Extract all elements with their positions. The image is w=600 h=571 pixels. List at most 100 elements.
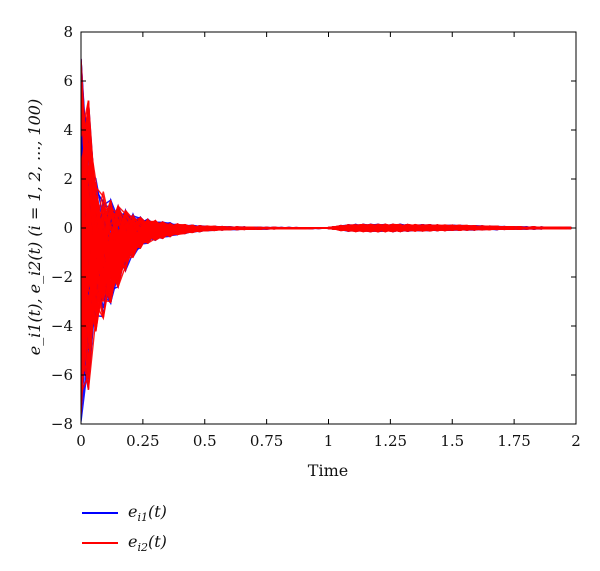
error-trajectories-chart: 0 0.25 0.5 0.75 1 1.25 1.5 1.75 2 −8 −6 −4 −2 0 2 4 6 8 T… [25, 23, 581, 480]
trajectory-line [81, 200, 572, 309]
trajectory-line [81, 227, 572, 382]
trajectory-line [81, 149, 572, 263]
trajectory-line [81, 126, 572, 269]
trajectory-line [81, 205, 572, 289]
y-axis-label: e_i1(t), e_i2(t) (i = 1, 2, ..., 100) [25, 99, 44, 355]
trajectory-line [81, 227, 572, 380]
y-tick-label: −8 [51, 415, 73, 433]
x-tick-label: 0.75 [250, 432, 283, 450]
trajectory-line [81, 226, 572, 359]
trajectory-line [81, 227, 572, 381]
legend-item-ei2: ei2(t) [82, 528, 167, 558]
trajectory-line [81, 226, 572, 342]
trajectory-line [81, 226, 572, 328]
trajectory-line [81, 170, 572, 259]
trajectory-line [81, 227, 572, 390]
y-tick-label: 8 [63, 23, 73, 41]
trajectory-line [81, 227, 572, 340]
trajectory-line [81, 151, 572, 268]
y-tick-label: 6 [63, 72, 73, 90]
trajectory-line [81, 226, 572, 353]
x-tick-label: 1 [324, 432, 334, 450]
trajectory-line [81, 203, 572, 287]
x-tick-label: 0.25 [126, 432, 159, 450]
trajectory-line [81, 226, 572, 320]
trajectory-line [81, 226, 572, 379]
trajectory-line [81, 143, 572, 267]
trajectory-line [81, 226, 572, 326]
trajectory-line [81, 142, 572, 262]
trajectory-line [81, 226, 572, 320]
x-tick-label: 0 [76, 432, 86, 450]
legend: ei1(t) ei2(t) [82, 498, 167, 558]
trajectory-line [81, 129, 572, 266]
legend-item-ei1: ei1(t) [82, 498, 167, 528]
trajectory-line [81, 226, 572, 345]
trajectory-line [81, 226, 572, 368]
trajectory-line [81, 178, 572, 310]
x-axis-label: Time [308, 461, 348, 480]
y-tick-label: 2 [63, 170, 73, 188]
trajectory-line [81, 226, 572, 349]
trajectory-line [81, 194, 572, 296]
trajectory-line [81, 226, 572, 413]
trajectory-line [81, 100, 572, 242]
trajectory-line [81, 100, 572, 243]
svg-text:e_i1(t), e_i2(t) (i = 1, 2, ..: e_i1(t), e_i2(t) (i = 1, 2, ..., 100) [25, 99, 44, 355]
trajectory-line [81, 227, 572, 401]
x-tick-label: 1.25 [374, 432, 407, 450]
series-ei2 [81, 58, 572, 415]
trajectory-line [81, 227, 572, 394]
trajectory-line [81, 227, 572, 390]
trajectory-line [81, 226, 572, 390]
y-axis-label-text: e_i1(t), e_i2(t) (i = 1, 2, ..., 100) [25, 99, 44, 355]
trajectory-line [81, 227, 572, 332]
trajectory-line [81, 139, 572, 262]
trajectory-line [81, 100, 572, 242]
trajectory-line [81, 227, 572, 411]
trajectory-line [81, 120, 572, 271]
trajectory-line [81, 226, 572, 351]
trajectory-line [81, 227, 572, 390]
trajectory-line [81, 186, 572, 310]
ticks: 0 0.25 0.5 0.75 1 1.25 1.5 1.75 2 −8 −6 −4 −2 0 2 4 6 8 [51, 23, 581, 450]
trajectory-line [81, 195, 572, 308]
trajectory-line [81, 176, 572, 261]
y-tick-label: 4 [63, 121, 73, 139]
trajectory-line [81, 188, 572, 311]
trajectory-line [81, 149, 572, 281]
trajectory-line [81, 227, 572, 412]
trajectory-line [81, 58, 572, 239]
trajectory-line [81, 226, 572, 367]
x-tick-label: 2 [571, 432, 581, 450]
trajectory-line [81, 97, 572, 271]
trajectory-line [81, 58, 572, 243]
trajectory-line [81, 227, 572, 386]
trajectory-line [81, 106, 572, 266]
trajectory-line [81, 226, 572, 374]
trajectory-line [81, 226, 572, 401]
trajectory-line [81, 166, 572, 273]
trajectory-line [81, 227, 572, 379]
trajectory-line [81, 116, 572, 270]
trajectory-line [81, 104, 572, 282]
trajectory-line [81, 226, 572, 375]
y-tick-label: −2 [51, 268, 73, 286]
x-tick-label: 1.5 [440, 432, 464, 450]
trajectory-line [81, 141, 572, 273]
trajectory-line [81, 227, 572, 394]
trajectory-line [81, 226, 572, 405]
trajectory-line [81, 140, 572, 289]
trajectory-line [81, 165, 572, 290]
y-tick-label: −4 [51, 317, 73, 335]
trajectory-line [81, 204, 572, 305]
trajectory-line [81, 188, 572, 330]
legend-label-ei1: ei1(t) [128, 501, 167, 525]
trajectory-line [81, 223, 572, 345]
trajectory-line [81, 155, 572, 281]
trajectory-line [81, 227, 572, 422]
trajectory-line [81, 227, 572, 399]
trajectory-line [81, 123, 572, 265]
trajectory-line [81, 226, 572, 332]
legend-swatch-ei1 [82, 512, 118, 514]
